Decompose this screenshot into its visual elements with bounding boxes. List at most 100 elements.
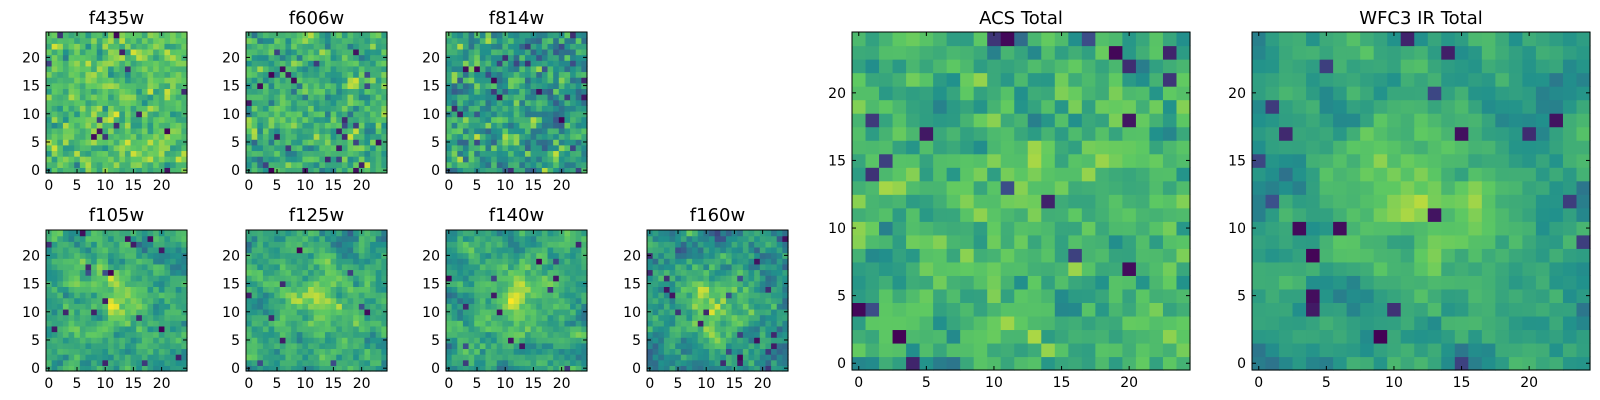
heatmap-cell <box>370 331 377 338</box>
heatmap-cell <box>113 275 120 282</box>
heatmap-cell <box>575 65 582 73</box>
heatmap-cell <box>1149 315 1164 331</box>
heatmap-cell <box>136 331 143 338</box>
heatmap-cell <box>474 303 481 310</box>
heatmap-cell <box>697 241 704 248</box>
heatmap-cell <box>575 37 582 44</box>
heatmap-cell <box>771 359 778 366</box>
heatmap-cell <box>782 241 789 248</box>
heatmap-cell <box>347 144 354 152</box>
heatmap-cell <box>553 280 560 287</box>
heatmap-cell <box>108 94 115 101</box>
heatmap-cell <box>296 275 303 282</box>
heatmap-cell <box>296 258 303 265</box>
heatmap-cell <box>468 275 475 282</box>
heatmap-cell <box>108 43 115 50</box>
heatmap-cell <box>508 320 515 327</box>
heatmap-cell <box>1176 356 1191 371</box>
heatmap-cell <box>158 292 166 299</box>
heatmap-cell <box>759 241 767 248</box>
heatmap-cell <box>765 241 772 248</box>
heatmap-cell <box>96 167 103 174</box>
heatmap-cell <box>262 303 270 310</box>
heatmap-cell <box>119 359 126 366</box>
heatmap-cell <box>709 325 716 333</box>
heatmap-cell <box>570 37 577 44</box>
heatmap-cell <box>85 292 92 299</box>
heatmap-cell <box>324 275 332 282</box>
heatmap-cell <box>175 105 182 112</box>
heatmap-cell <box>686 337 693 344</box>
heatmap-cell <box>308 88 315 95</box>
heatmap-cell <box>330 348 337 355</box>
heatmap-cell <box>697 292 704 299</box>
heatmap-cell <box>547 331 554 338</box>
heatmap-cell <box>541 94 549 101</box>
heatmap-cell <box>91 43 98 50</box>
heatmap-cell <box>1162 261 1178 276</box>
heatmap-cell <box>1149 275 1164 290</box>
heatmap-cell <box>136 365 143 372</box>
heatmap-cell <box>669 320 676 327</box>
heatmap-cell <box>108 99 115 106</box>
heatmap-cell <box>313 246 320 254</box>
heatmap-cell <box>776 342 783 350</box>
heatmap-cell <box>375 122 382 129</box>
heatmap-cell <box>347 94 354 101</box>
heatmap-cell <box>709 235 716 242</box>
heatmap-cell <box>279 286 287 293</box>
heatmap-cell <box>279 110 287 118</box>
heatmap-cell <box>308 303 315 310</box>
heatmap-cell <box>257 37 264 44</box>
heatmap-cell <box>686 354 693 361</box>
heatmap-cell <box>496 71 503 78</box>
heatmap-cell <box>181 286 188 293</box>
heatmap-cell <box>714 246 721 254</box>
heatmap-cell <box>291 303 298 310</box>
heatmap-cell <box>530 139 537 146</box>
heatmap-cell <box>68 342 75 350</box>
heatmap-cell <box>119 37 126 44</box>
heatmap-cell <box>296 99 303 106</box>
y-tick-label: 20 <box>222 50 240 66</box>
heatmap-cell <box>313 82 320 89</box>
heatmap-cell <box>647 342 654 350</box>
heatmap-cell <box>485 127 492 135</box>
heatmap-cell <box>170 348 177 355</box>
heatmap-cell <box>251 303 258 310</box>
heatmap-cell <box>62 43 70 50</box>
heatmap-cell <box>336 235 343 242</box>
heatmap-cell <box>336 99 343 106</box>
heatmap-cell <box>313 348 320 355</box>
heatmap-cell <box>485 263 492 271</box>
heatmap-cell <box>319 263 326 271</box>
heatmap-cell <box>852 356 867 371</box>
heatmap-cell <box>285 230 292 237</box>
heatmap-cell <box>46 43 53 50</box>
heatmap-cell <box>158 133 166 140</box>
heatmap-cell <box>124 116 132 123</box>
heatmap-cell <box>257 77 264 84</box>
heatmap-cell <box>285 77 292 84</box>
heatmap-cell <box>519 230 526 237</box>
heatmap-cell <box>291 280 298 287</box>
heatmap-cell <box>153 43 160 50</box>
heatmap-cell <box>675 292 682 299</box>
heatmap-cell <box>308 144 315 152</box>
heatmap-cell <box>130 359 137 366</box>
heatmap-cell <box>181 354 188 361</box>
heatmap-cell <box>553 116 560 123</box>
heatmap-cell <box>158 337 166 344</box>
heatmap-cell <box>852 248 867 263</box>
heatmap-cell <box>725 325 733 333</box>
heatmap-cell <box>731 331 738 338</box>
heatmap-cell <box>370 150 377 157</box>
heatmap-cell <box>647 246 654 254</box>
heatmap-cell <box>946 288 961 303</box>
heatmap-cell <box>468 241 475 248</box>
heatmap-cell <box>564 252 571 259</box>
heatmap-cell <box>973 302 988 317</box>
heatmap-cell <box>491 230 498 237</box>
heatmap-cell <box>296 105 303 112</box>
heatmap-cell <box>324 269 332 276</box>
